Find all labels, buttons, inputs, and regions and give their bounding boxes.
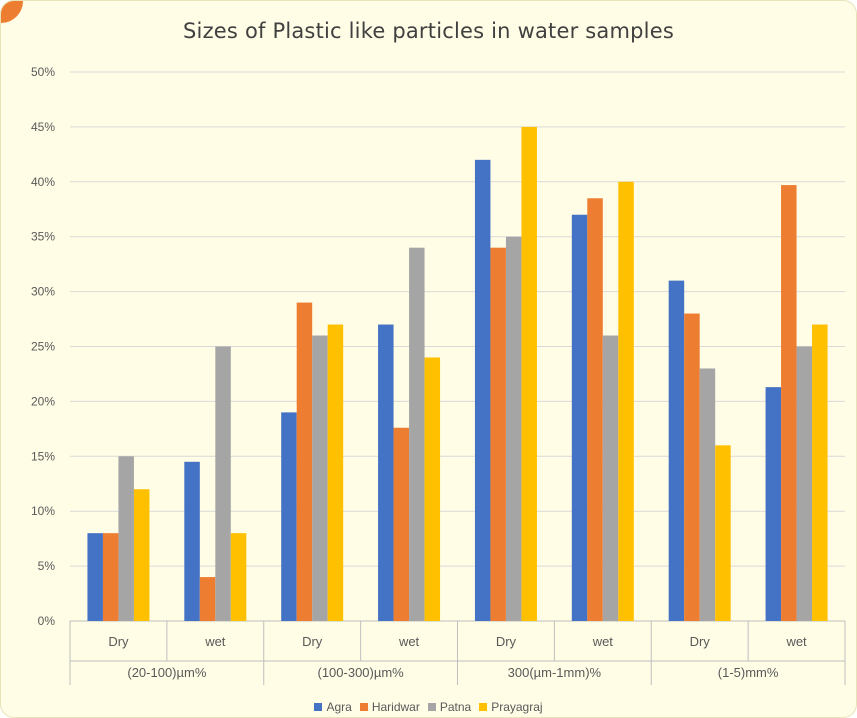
bar-prayagraj: [424, 357, 441, 621]
legend-item: Patna: [427, 699, 472, 714]
x-group-label: 300(µm-1mm)%: [508, 665, 602, 680]
legend-swatch: [427, 702, 436, 711]
chart-legend: Agra Haridwar Patna Prayagraj: [1, 699, 856, 714]
y-tick-label: 5%: [38, 559, 56, 573]
bar-patna: [215, 346, 231, 621]
x-category-label: Dry: [302, 634, 323, 649]
legend-label: Patna: [439, 699, 472, 714]
x-category-label: wet: [785, 634, 807, 649]
bar-patna: [312, 335, 328, 621]
bar-haridwar: [199, 577, 216, 621]
x-category-label: Dry: [496, 634, 517, 649]
bar-patna: [602, 335, 619, 621]
y-tick-label: 10%: [31, 504, 55, 518]
y-tick-label: 45%: [31, 120, 55, 134]
legend-item: Agra: [314, 699, 352, 714]
bar-agra: [378, 324, 394, 621]
legend-swatch: [479, 702, 488, 711]
bar-agra: [281, 412, 297, 621]
x-group-label: (100-300)µm%: [318, 665, 405, 680]
x-group-label: (1-5)mm%: [718, 665, 779, 680]
legend-label: Haridwar: [371, 699, 420, 714]
bar-prayagraj: [521, 126, 537, 622]
bar-haridwar: [393, 427, 410, 621]
x-category-label: Dry: [108, 634, 129, 649]
bar-prayagraj: [812, 324, 828, 621]
legend-swatch: [359, 702, 368, 711]
bar-haridwar: [781, 185, 797, 621]
bar-prayagraj: [230, 533, 247, 621]
y-tick-label: 20%: [31, 394, 55, 408]
x-category-label: wet: [592, 634, 614, 649]
y-tick-label: 0%: [38, 614, 56, 628]
x-category-label: Dry: [690, 634, 711, 649]
bar-prayagraj: [133, 489, 150, 621]
bar-haridwar: [296, 302, 313, 621]
y-tick-label: 40%: [31, 175, 55, 189]
bar-patna: [796, 346, 813, 621]
y-tick-label: 35%: [31, 230, 55, 244]
bar-haridwar: [490, 247, 506, 621]
legend-label: Prayagraj: [491, 699, 543, 714]
bar-patna: [699, 368, 716, 621]
legend-item: Haridwar: [359, 699, 420, 714]
bar-agra: [474, 159, 491, 621]
bar-agra: [571, 214, 588, 622]
legend-item: Prayagraj: [479, 699, 543, 714]
bar-patna: [409, 247, 425, 621]
y-tick-label: 30%: [31, 285, 55, 299]
bar-agra: [668, 280, 685, 621]
bar-patna: [118, 456, 134, 621]
legend-swatch: [314, 702, 323, 711]
bar-haridwar: [102, 533, 119, 621]
bar-prayagraj: [327, 324, 344, 621]
bar-haridwar: [587, 198, 603, 621]
y-tick-label: 15%: [31, 449, 55, 463]
bar-agra: [765, 387, 782, 621]
legend-label: Agra: [326, 699, 352, 714]
bar-prayagraj: [715, 445, 731, 621]
bar-agra: [87, 533, 103, 621]
bar-haridwar: [684, 313, 700, 621]
x-category-label: wet: [204, 634, 226, 649]
bar-prayagraj: [618, 181, 634, 622]
y-tick-label: 25%: [31, 340, 55, 354]
x-category-label: wet: [398, 634, 420, 649]
chart-title: Sizes of Plastic like particles in water…: [183, 19, 674, 43]
bar-agra: [184, 461, 200, 621]
x-group-label: (20-100)µm%: [127, 665, 206, 680]
y-tick-label: 50%: [31, 65, 55, 79]
bar-patna: [505, 236, 522, 621]
